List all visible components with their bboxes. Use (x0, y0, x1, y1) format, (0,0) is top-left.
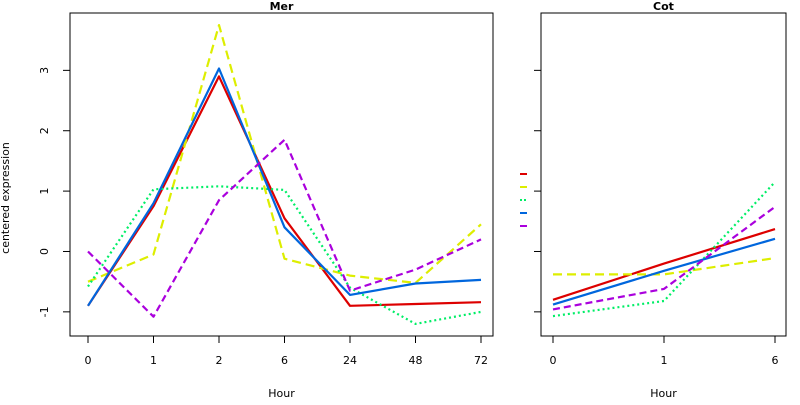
x-tick-label: 0 (85, 354, 92, 367)
plot-frame (540, 12, 787, 337)
x-tick-label: 2 (216, 354, 223, 367)
legend (520, 173, 527, 227)
x-axis-title: Hour (268, 387, 295, 400)
y-tick-label: 0 (38, 248, 51, 255)
panels: Mer 0 1 2 6 24 48 72 Hour -1 0 1 2 3 Cot 0 1 6 Hour (38, 0, 787, 400)
y-tick-label: 3 (38, 67, 51, 74)
series-line-4 (87, 67, 482, 307)
series-line-3 (87, 185, 482, 325)
series-line-1 (87, 75, 482, 307)
x-tick-label: 1 (661, 354, 668, 367)
y-tick-label: 1 (38, 188, 51, 195)
series-line-2 (87, 24, 482, 284)
x-tick-label: 48 (409, 354, 423, 367)
panel-title: Mer (270, 0, 294, 13)
series-line-3 (552, 181, 776, 318)
series-line-5 (552, 205, 776, 311)
series-line-5 (87, 138, 482, 318)
panel-mer: Mer 0 1 2 6 24 48 72 Hour -1 0 1 2 3 (38, 0, 494, 400)
x-axis-title: Hour (650, 387, 677, 400)
x-tick-label: 0 (550, 354, 557, 367)
x-tick-label: 24 (343, 354, 357, 367)
x-tick-label: 1 (150, 354, 157, 367)
series-line-2 (553, 257, 776, 276)
panel-cot: Cot 0 1 6 Hour (534, 0, 787, 400)
x-tick-label: 6 (281, 354, 288, 367)
x-tick-label: 6 (772, 354, 779, 367)
y-axis-title: centered expression (0, 142, 12, 254)
y-tick-label: -1 (38, 306, 51, 317)
plot-frame (69, 12, 494, 337)
y-tick-label: 2 (38, 127, 51, 134)
series-line-4 (552, 237, 776, 306)
x-tick-label: 72 (474, 354, 488, 367)
panel-title: Cot (653, 0, 674, 13)
series-line-1 (552, 228, 776, 301)
